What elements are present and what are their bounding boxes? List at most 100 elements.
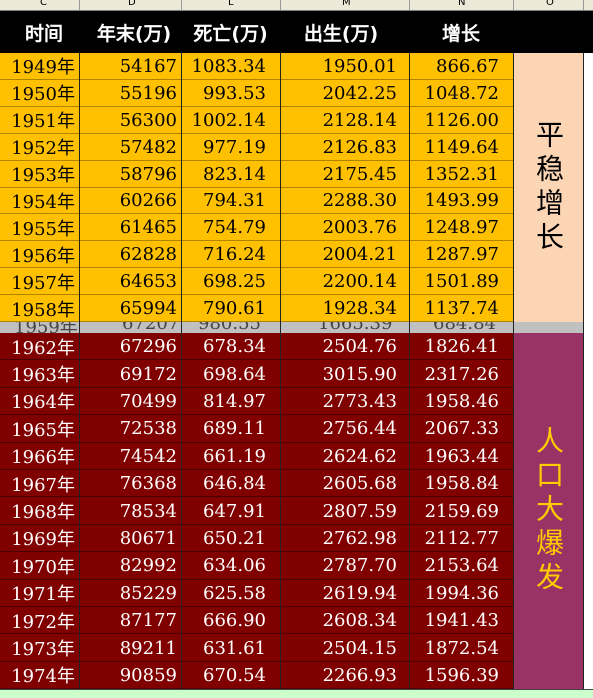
table-cell[interactable]: 1963.44 <box>424 445 499 467</box>
table-cell[interactable]: 2608.34 <box>322 610 397 632</box>
table-cell[interactable]: 1956年 <box>11 245 75 267</box>
table-cell[interactable]: 1973年 <box>11 639 75 661</box>
table-cell[interactable]: 1083.34 <box>191 55 266 77</box>
table-cell[interactable]: 716.24 <box>203 244 266 266</box>
table-cell[interactable]: 1958年 <box>11 299 75 321</box>
table-cell[interactable]: 1965年 <box>11 419 75 441</box>
table-cell[interactable]: 1955年 <box>11 218 75 240</box>
table-cell[interactable]: 646.84 <box>203 473 266 495</box>
table-cell[interactable]: 993.53 <box>203 82 266 104</box>
table-cell[interactable]: 1248.97 <box>424 217 499 239</box>
table-cell[interactable]: 1952年 <box>11 138 75 160</box>
table-cell[interactable]: 60266 <box>119 190 177 212</box>
table-cell[interactable]: 1002.14 <box>191 109 266 131</box>
label-stable-growth[interactable]: 平稳增长 <box>513 53 583 322</box>
table-cell[interactable]: 2288.30 <box>322 190 397 212</box>
header-growth[interactable]: 增长 <box>441 23 480 45</box>
table-cell[interactable]: 790.61 <box>203 298 266 320</box>
column-letter[interactable]: O <box>546 0 554 8</box>
column-letter[interactable]: L <box>228 0 234 8</box>
table-cell[interactable]: 2756.44 <box>322 418 397 440</box>
table-cell[interactable]: 670.54 <box>203 664 266 686</box>
table-cell[interactable]: 1969年 <box>11 529 75 551</box>
label-population-boom[interactable]: 人口大爆发 <box>513 333 583 689</box>
header-deaths[interactable]: 死亡(万) <box>193 23 268 45</box>
table-cell[interactable]: 2605.68 <box>322 473 397 495</box>
table-cell[interactable]: 634.06 <box>203 555 266 577</box>
table-cell[interactable]: 2004.21 <box>322 244 397 266</box>
table-cell[interactable]: 2787.70 <box>322 555 397 577</box>
table-cell[interactable]: 1958.46 <box>424 390 499 412</box>
table-cell[interactable]: 631.61 <box>203 637 266 659</box>
table-cell[interactable]: 2112.77 <box>424 527 499 549</box>
table-cell[interactable]: 80671 <box>119 527 177 549</box>
table-cell[interactable]: 1352.31 <box>424 163 499 185</box>
table-cell[interactable]: 55196 <box>119 82 177 104</box>
table-cell[interactable]: 87177 <box>119 610 177 632</box>
table-cell[interactable]: 2159.69 <box>424 500 499 522</box>
table-cell[interactable]: 689.11 <box>203 418 266 440</box>
table-cell[interactable]: 794.31 <box>203 190 266 212</box>
table-cell[interactable]: 85229 <box>119 582 177 604</box>
table-cell[interactable]: 2807.59 <box>322 500 397 522</box>
table-cell[interactable]: 678.34 <box>203 336 266 358</box>
table-cell[interactable]: 1971年 <box>11 584 75 606</box>
column-p-strip[interactable] <box>583 53 593 697</box>
table-cell[interactable]: 698.64 <box>203 363 266 385</box>
column-letter[interactable]: D <box>128 0 136 8</box>
table-cell[interactable]: 1941.43 <box>424 610 499 632</box>
table-cell[interactable]: 1596.39 <box>424 664 499 686</box>
table-cell[interactable]: 814.97 <box>203 390 266 412</box>
table-cell[interactable]: 1964年 <box>11 392 75 414</box>
table-cell[interactable]: 1949年 <box>11 57 75 79</box>
table-cell[interactable]: 64653 <box>119 271 177 293</box>
column-letter[interactable]: N <box>458 0 466 8</box>
table-cell[interactable]: 2175.45 <box>322 163 397 185</box>
table-cell[interactable]: 74542 <box>119 445 177 467</box>
header-births[interactable]: 出生(万) <box>303 23 379 45</box>
table-cell[interactable]: 3015.90 <box>322 363 397 385</box>
table-cell[interactable]: 666.90 <box>203 610 266 632</box>
table-cell[interactable]: 1149.64 <box>424 136 499 158</box>
table-cell[interactable]: 977.19 <box>203 136 266 158</box>
table-cell[interactable]: 2126.83 <box>322 136 397 158</box>
table-cell[interactable]: 1126.00 <box>424 109 499 131</box>
table-cell[interactable]: 1967年 <box>11 474 75 496</box>
table-cell[interactable]: 1958.84 <box>424 473 499 495</box>
table-cell[interactable]: 1048.72 <box>424 82 499 104</box>
header-time[interactable]: 时间 <box>24 23 63 45</box>
table-cell[interactable]: 65994 <box>119 298 177 320</box>
table-cell[interactable]: 2266.93 <box>322 664 397 686</box>
table-cell[interactable]: 1493.99 <box>424 190 499 212</box>
table-cell[interactable]: 1951年 <box>11 111 75 133</box>
table-cell[interactable]: 2762.98 <box>322 527 397 549</box>
column-letter[interactable]: M <box>342 0 351 8</box>
table-cell[interactable]: 1972年 <box>11 611 75 633</box>
table-cell[interactable]: 1826.41 <box>424 336 499 358</box>
table-cell[interactable]: 698.25 <box>203 271 266 293</box>
table-cell[interactable]: 54167 <box>119 55 177 77</box>
table-cell[interactable]: 2504.76 <box>322 336 397 358</box>
table-cell[interactable]: 625.58 <box>203 582 266 604</box>
table-cell[interactable]: 1501.89 <box>424 271 499 293</box>
table-cell[interactable]: 661.19 <box>203 445 266 467</box>
table-cell[interactable]: 1954年 <box>11 191 75 213</box>
table-cell[interactable]: 2128.14 <box>322 109 397 131</box>
table-cell[interactable]: 1963年 <box>11 365 75 387</box>
table-cell[interactable]: 823.14 <box>203 163 266 185</box>
table-cell[interactable]: 57482 <box>119 136 177 158</box>
table-cell[interactable]: 1137.74 <box>424 298 499 320</box>
table-cell[interactable]: 1872.54 <box>424 637 499 659</box>
table-cell[interactable]: 1953年 <box>11 165 75 187</box>
table-cell[interactable]: 69172 <box>119 363 177 385</box>
table-cell[interactable]: 89211 <box>119 637 177 659</box>
table-cell[interactable]: 2773.43 <box>322 390 397 412</box>
table-cell[interactable]: 78534 <box>119 500 177 522</box>
table-cell[interactable]: 1950年 <box>11 84 75 106</box>
table-cell[interactable]: 1957年 <box>11 272 75 294</box>
table-cell[interactable]: 1970年 <box>11 556 75 578</box>
table-cell[interactable]: 1994.36 <box>424 582 499 604</box>
table-cell[interactable]: 2200.14 <box>322 271 397 293</box>
table-cell[interactable]: 2042.25 <box>322 82 397 104</box>
table-cell[interactable]: 647.91 <box>203 500 266 522</box>
